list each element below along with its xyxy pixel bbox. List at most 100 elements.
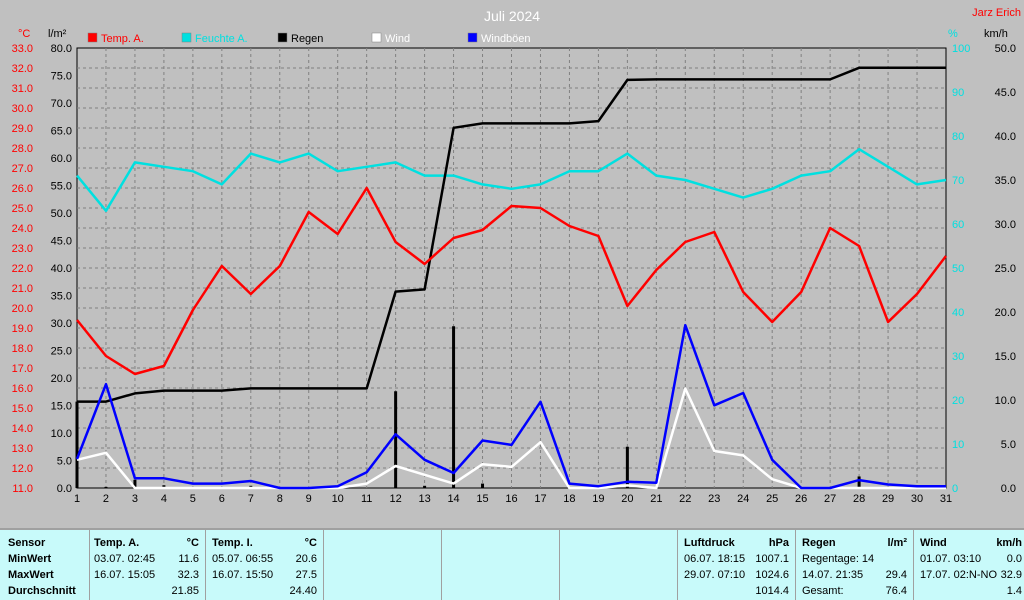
x-tick-label: 1 xyxy=(74,493,80,505)
x-tick-label: 13 xyxy=(418,493,430,505)
temp-tick-label: 22.0 xyxy=(12,263,33,275)
temp-a-unit: °C xyxy=(186,537,199,549)
temp-tick-label: 33.0 xyxy=(12,43,33,55)
pct-unit-label: % xyxy=(948,28,958,40)
series-line-regen xyxy=(77,66,946,403)
rain-unit: l/m² xyxy=(887,537,907,549)
x-tick-label: 6 xyxy=(219,493,225,505)
temp-tick-label: 14.0 xyxy=(12,423,33,435)
rain-tick-label: 40.0 xyxy=(51,263,72,275)
wind-avg-value: 1.4 xyxy=(1006,585,1022,597)
author-label: Jarz Erich xyxy=(972,7,1021,19)
pct-tick-label: 70 xyxy=(952,175,964,187)
series-line-temp-a xyxy=(76,186,947,376)
legend-swatch xyxy=(277,32,288,43)
wind-tick-label: 15.0 xyxy=(995,351,1016,363)
rain-tick-label: 10.0 xyxy=(51,428,72,440)
temp-tick-label: 32.0 xyxy=(12,63,33,75)
temp-i-min-value: 20.6 xyxy=(295,553,317,565)
temp-i-unit: °C xyxy=(304,537,317,549)
temp-i-avg-value: 24.40 xyxy=(289,585,317,597)
row-label-max: MaxWert xyxy=(8,569,54,581)
legend-label: Regen xyxy=(291,33,323,45)
temp-tick-label: 16.0 xyxy=(12,383,33,395)
temp-i-max-time: 16.07. 15:50 xyxy=(212,569,274,581)
x-tick-label: 20 xyxy=(621,493,633,505)
x-tick-label: 15 xyxy=(476,493,488,505)
pressure-min-value: 1007.1 xyxy=(755,553,789,565)
series-line-windb-en xyxy=(75,323,946,490)
temp-tick-label: 12.0 xyxy=(12,463,33,475)
x-tick-label: 23 xyxy=(708,493,720,505)
row-label-avg: Durchschnitt xyxy=(8,585,76,597)
temp-tick-label: 15.0 xyxy=(12,403,33,415)
temp-tick-label: 20.0 xyxy=(12,303,33,315)
rain-title: Regen xyxy=(802,537,836,549)
x-tick-label: 7 xyxy=(248,493,254,505)
x-tick-label: 21 xyxy=(650,493,662,505)
stats-table: Sensor MinWert MaxWert Durchschnitt Temp… xyxy=(0,528,1024,600)
x-tick-label: 30 xyxy=(911,493,923,505)
x-tick-label: 25 xyxy=(766,493,778,505)
pct-tick-label: 0 xyxy=(952,483,958,495)
pressure-max-value: 1024.6 xyxy=(755,569,789,581)
wind-tick-label: 30.0 xyxy=(995,219,1016,231)
temp-i-title: Temp. I. xyxy=(212,537,253,549)
temp-tick-label: 11.0 xyxy=(12,483,33,495)
temp-tick-label: 13.0 xyxy=(12,443,33,455)
rain-axis: 80.0 75.0 70.0 65.0 60.0 55.0 50.0 45.0 40.0 35.0… xyxy=(51,43,72,495)
temp-i-column: Temp. I. °C 05.07. 06:55 20.6 16.07. 15:… xyxy=(206,530,324,600)
pct-tick-label: 10 xyxy=(952,439,964,451)
temp-tick-label: 28.0 xyxy=(12,143,33,155)
x-tick-label: 27 xyxy=(824,493,836,505)
wind-tick-label: 10.0 xyxy=(995,395,1016,407)
temp-tick-label: 26.0 xyxy=(12,183,33,195)
x-tick-label: 24 xyxy=(737,493,749,505)
wind-max-time: 17.07. 02:N-NO xyxy=(920,569,998,581)
legend-swatch xyxy=(87,32,98,43)
temp-axis: 33.0 32.0 31.0 30.0 29.0 28.0 27.0 26.0 25.0 24.0… xyxy=(12,43,33,495)
x-axis: 1 2 3 4 5 6 7 8 9 10 11 12 13 14 15 16 17 18 19 20 21 22 23 24 2… xyxy=(74,493,952,505)
x-tick-label: 28 xyxy=(853,493,865,505)
wind-title: Wind xyxy=(920,537,947,549)
x-tick-label: 2 xyxy=(103,493,109,505)
row-label-min: MinWert xyxy=(8,553,52,565)
legend-swatch xyxy=(181,32,192,43)
temp-a-max-value: 32.3 xyxy=(177,569,199,581)
legend-swatch xyxy=(371,32,382,43)
x-tick-label: 10 xyxy=(332,493,344,505)
temp-tick-label: 30.0 xyxy=(12,103,33,115)
series-layer xyxy=(75,66,947,490)
pct-tick-label: 90 xyxy=(952,87,964,99)
rain-max-time: 14.07. 21:35 xyxy=(802,569,864,581)
wind-tick-label: 45.0 xyxy=(995,87,1016,99)
pressure-column: Luftdruck hPa 06.07. 18:15 1007.1 29.07.… xyxy=(678,530,796,600)
rain-tick-label: 0.0 xyxy=(57,483,72,495)
temp-tick-label: 23.0 xyxy=(12,243,33,255)
temp-tick-label: 21.0 xyxy=(12,283,33,295)
wind-tick-label: 5.0 xyxy=(1001,439,1016,451)
rain-tick-label: 5.0 xyxy=(57,456,72,468)
x-tick-label: 9 xyxy=(306,493,312,505)
wind-tick-label: 25.0 xyxy=(995,263,1016,275)
legend-label: Windböen xyxy=(481,33,531,45)
rain-max-value: 29.4 xyxy=(885,569,907,581)
legend-label: Temp. A. xyxy=(101,33,144,45)
rain-tick-label: 60.0 xyxy=(51,153,72,165)
temp-a-title: Temp. A. xyxy=(94,537,140,549)
rain-tick-label: 15.0 xyxy=(51,401,72,413)
temp-tick-label: 24.0 xyxy=(12,223,33,235)
wind-tick-label: 40.0 xyxy=(995,131,1016,143)
x-tick-label: 16 xyxy=(505,493,517,505)
pressure-unit: hPa xyxy=(768,537,789,549)
legend-label: Feuchte A. xyxy=(195,33,248,45)
rain-column: Regen l/m² Regentage: 14 14.07. 21:35 29… xyxy=(796,530,914,600)
wind-min-value: 0.0 xyxy=(1006,553,1022,565)
rain-tick-label: 30.0 xyxy=(51,318,72,330)
rain-tick-label: 55.0 xyxy=(51,181,72,193)
temp-unit-label: °C xyxy=(18,28,30,40)
temp-i-min-time: 05.07. 06:55 xyxy=(212,553,274,565)
wind-max-value: 32.9 xyxy=(1000,569,1022,581)
legend-label: Wind xyxy=(385,33,410,45)
temp-a-avg-value: 21.85 xyxy=(171,585,199,597)
